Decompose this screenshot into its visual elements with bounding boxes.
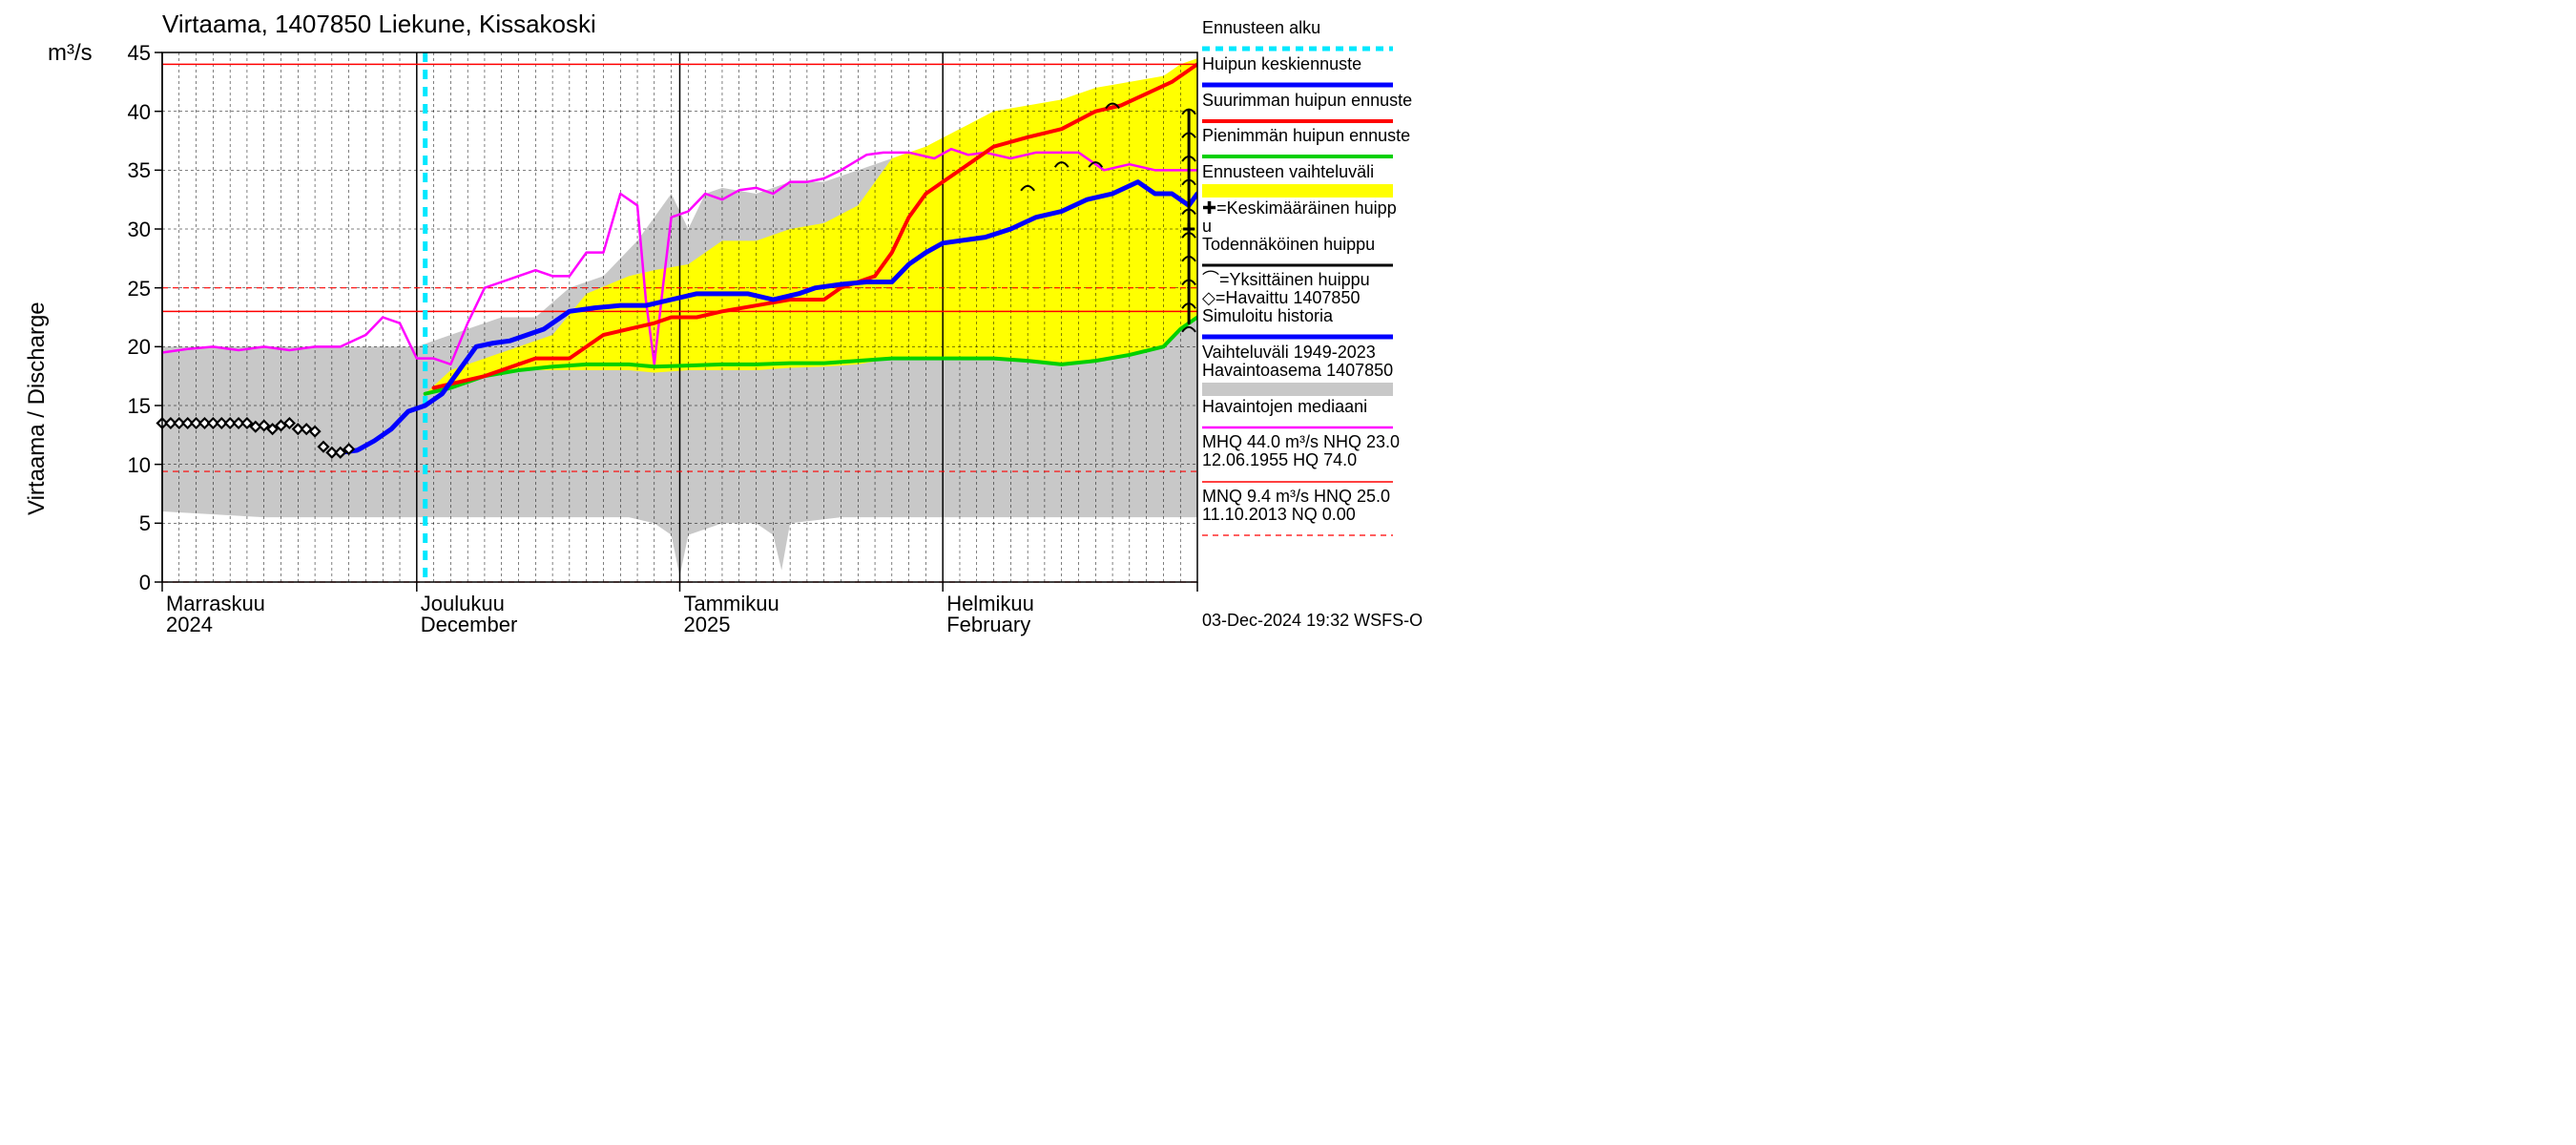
- chart-container: Virtaama, 1407850 Liekune, Kissakoski Vi…: [0, 0, 1431, 636]
- x-tick-bot: December: [421, 613, 517, 637]
- legend-item: Havaintoasema 1407850: [1202, 362, 1426, 398]
- x-tick-bot: 2025: [684, 613, 731, 637]
- y-tick: 0: [139, 571, 151, 595]
- legend-item: Ennusteen alku: [1202, 19, 1426, 55]
- y-tick: 30: [128, 218, 151, 242]
- y-axis-label: Virtaama / Discharge: [24, 302, 51, 515]
- legend-item: Todennäköinen huippu: [1202, 236, 1426, 272]
- legend-item: Ennusteen vaihteluväli: [1202, 163, 1426, 199]
- x-tick-bot: 2024: [166, 613, 213, 637]
- y-tick: 15: [128, 394, 151, 419]
- y-tick: 35: [128, 158, 151, 183]
- chart-title: Virtaama, 1407850 Liekune, Kissakoski: [162, 10, 596, 39]
- legend-item: u: [1202, 218, 1426, 236]
- y-tick: 40: [128, 100, 151, 125]
- legend-item: 12.06.1955 HQ 74.0: [1202, 451, 1426, 488]
- legend-item: Simuloitu historia: [1202, 307, 1426, 344]
- legend-item: MHQ 44.0 m³/s NHQ 23.0: [1202, 433, 1426, 451]
- y-tick: 45: [128, 41, 151, 66]
- footer-timestamp: 03-Dec-2024 19:32 WSFS-O: [1202, 611, 1423, 631]
- y-tick: 5: [139, 511, 151, 536]
- legend-item: Havaintojen mediaani: [1202, 398, 1426, 434]
- legend-item: MNQ 9.4 m³/s HNQ 25.0: [1202, 488, 1426, 506]
- legend: Ennusteen alkuHuipun keskiennusteSuurimm…: [1202, 19, 1426, 542]
- x-tick-bot: February: [946, 613, 1030, 637]
- legend-item: ✚=Keskimääräinen huipp: [1202, 199, 1426, 218]
- y-tick: 10: [128, 453, 151, 478]
- legend-item: Suurimman huipun ennuste: [1202, 92, 1426, 128]
- legend-item: 11.10.2013 NQ 0.00: [1202, 506, 1426, 542]
- legend-item: Pienimmän huipun ennuste: [1202, 127, 1426, 163]
- y-axis-unit: m³/s: [48, 40, 93, 67]
- legend-item: ⌒=Yksittäinen huippu: [1202, 271, 1426, 289]
- legend-item: Vaihteluväli 1949-2023: [1202, 344, 1426, 362]
- y-tick: 20: [128, 335, 151, 360]
- legend-item: ◇=Havaittu 1407850: [1202, 289, 1426, 307]
- y-tick: 25: [128, 277, 151, 302]
- legend-item: Huipun keskiennuste: [1202, 55, 1426, 92]
